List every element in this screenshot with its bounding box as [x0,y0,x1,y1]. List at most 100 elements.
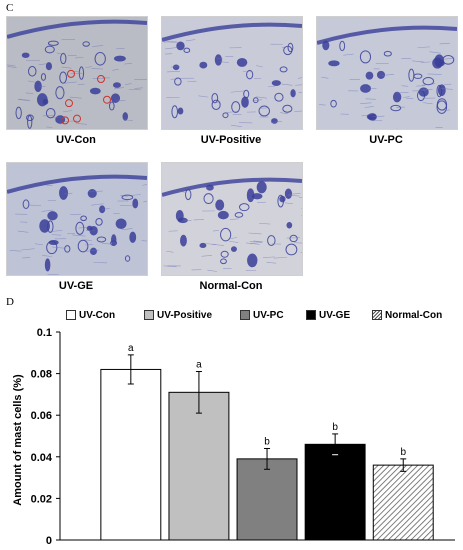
micrograph-normal-con-image [162,163,302,275]
tissue-fiber [165,47,178,50]
tissue-fiber [422,83,436,86]
tissue-fiber [52,246,66,249]
hair-follicle [59,186,69,200]
tissue-fiber [187,80,197,83]
tissue-fiber [47,273,59,275]
tissue-fiber [143,200,147,203]
y-axis-label: Amount of mast cells (%) [12,374,24,506]
y-tick-label: 0.1 [37,327,52,339]
tissue-fiber [166,250,174,253]
hair-follicle [274,92,284,102]
tissue-fiber [417,46,431,48]
legend-label-uv-pc: UV-PC [253,309,284,321]
tissue-fiber [443,57,455,60]
tissue-fiber [229,218,239,220]
significance-label: b [332,422,338,433]
tissue-fiber [250,242,263,244]
legend-swatch-uv-positive [144,310,154,320]
hair-follicle [231,101,241,113]
tissue-fiber [281,83,293,86]
tissue-fiber [270,121,282,123]
tissue-fiber [166,71,180,73]
hair-follicle [330,99,337,108]
y-tick-label: 0.04 [31,452,53,464]
tissue-fiber [46,184,53,187]
bar-uv-pc [236,458,298,541]
hair-follicle [55,86,65,100]
tissue-fiber [201,255,213,257]
tissue-fiber [282,46,291,48]
tissue-fiber [163,40,177,43]
hair-follicle [183,47,191,54]
tissue-fiber [212,230,219,232]
tissue-fiber [420,61,431,63]
tissue-fiber [84,244,93,246]
bar-uv-ge [304,443,366,541]
hair-follicle [271,80,281,86]
tissue-fiber [73,70,81,73]
tissue-fiber [134,87,143,89]
micrograph-uv-con [6,16,148,130]
hair-follicle [247,253,258,268]
tissue-fiber [252,99,263,102]
tissue-fiber [42,255,52,257]
legend-swatch-uv-ge [306,310,316,320]
tissue-fiber [288,193,301,195]
tissue-fiber [88,190,103,193]
tissue-fiber [170,78,178,80]
tissue-fiber [38,63,47,66]
hair-follicle [238,203,250,212]
hair-follicle [289,234,298,243]
tissue-fiber [91,203,104,206]
hair-follicle [283,45,293,56]
tissue-fiber [141,240,147,242]
hair-follicle [27,115,33,129]
tissue-fiber [63,81,77,84]
hair-follicle [220,250,229,258]
hair-follicle [59,71,68,84]
tissue-fiber [113,212,120,215]
hair-follicle [47,211,58,221]
tissue-fiber [198,95,209,98]
hair-follicle [408,68,415,82]
hair-follicle [39,219,50,233]
hair-follicle [436,84,443,98]
tissue-fiber [121,228,133,231]
tissue-fiber [273,256,288,259]
micrograph-uv-con-image [7,17,147,129]
mast-cell-marker [65,99,73,108]
legend-label-uv-ge: UV-GE [319,309,351,321]
hair-follicle [124,255,131,262]
hair-follicle [241,96,249,108]
mast-cell-marker [67,69,75,78]
tissue-fiber [245,269,257,272]
legend-label-uv-positive: UV-Positive [157,309,213,321]
epidermis-layer [162,22,302,42]
hair-follicle [45,108,56,119]
hair-follicle [95,217,103,226]
hair-follicle [78,66,85,80]
hair-follicle [47,40,59,46]
tissue-fiber [7,66,17,68]
tissue-fiber [125,83,132,85]
tissue-fiber [440,88,453,90]
tissue-fiber [56,52,66,55]
hair-follicle [246,188,255,203]
hair-follicle [220,227,232,242]
tissue-fiber [422,102,433,105]
tissue-fiber [70,72,83,75]
tissue-fiber [429,51,441,54]
hair-follicle [234,212,244,218]
tissue-fiber [287,194,300,197]
hair-follicle [185,189,192,201]
hair-follicle [171,105,179,119]
tissue-fiber [343,53,354,56]
tissue-fiber [207,269,217,272]
hair-follicle [217,210,229,220]
tissue-fiber [380,74,395,76]
y-tick-label: 0.02 [31,493,52,505]
hair-follicle [246,69,254,80]
hair-follicle [175,209,184,222]
micrograph-uv-pc [316,16,458,130]
legend-swatch-uv-con [66,310,76,320]
